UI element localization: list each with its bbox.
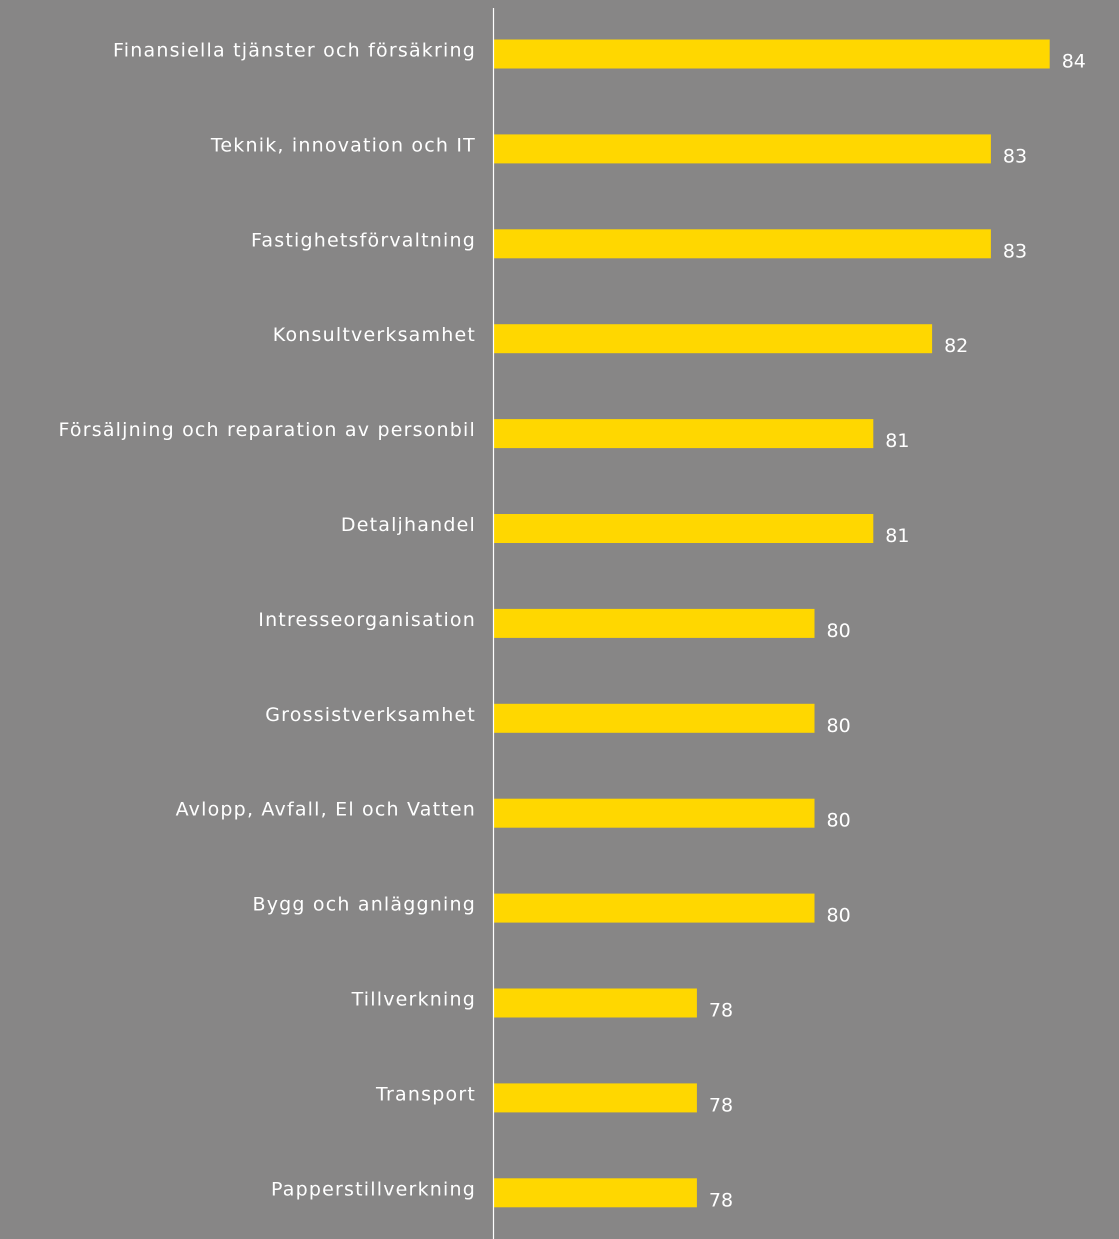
value-label: 80 — [827, 620, 851, 642]
value-label: 78 — [709, 1000, 733, 1022]
bar — [494, 1083, 697, 1113]
bar — [494, 324, 933, 354]
bar — [494, 229, 991, 259]
category-label: Försäljning och reparation av personbil — [58, 419, 476, 441]
bar — [494, 703, 815, 733]
category-label: Avlopp, Avfall, El och Vatten — [176, 799, 476, 821]
category-label: Papperstillverkning — [271, 1178, 476, 1200]
category-label: Detaljhandel — [341, 514, 476, 536]
value-label: 82 — [944, 335, 968, 357]
category-label: Konsultverksamhet — [273, 324, 476, 346]
category-label: Grossistverksamhet — [265, 704, 476, 726]
value-label: 80 — [827, 810, 851, 832]
value-label: 84 — [1062, 51, 1086, 73]
bar — [494, 798, 815, 828]
category-label: Bygg och anläggning — [252, 894, 476, 916]
bar — [494, 419, 874, 449]
bars-group: Finansiella tjänster och försäkring 84 Tek… — [58, 39, 1086, 1211]
value-label: 80 — [827, 715, 851, 737]
bar — [494, 39, 1050, 69]
bar — [494, 1178, 697, 1208]
value-label: 80 — [827, 905, 851, 927]
value-label: 81 — [885, 525, 909, 547]
category-label: Teknik, innovation och IT — [210, 134, 476, 156]
bar — [494, 134, 991, 164]
value-label: 81 — [885, 430, 909, 452]
category-label: Tillverkning — [351, 989, 476, 1011]
category-label: Transport — [375, 1083, 476, 1105]
bar — [494, 988, 697, 1018]
category-label: Intresseorganisation — [258, 609, 476, 631]
value-label: 78 — [709, 1094, 733, 1116]
bar — [494, 514, 874, 543]
bar — [494, 893, 815, 923]
value-label: 83 — [1003, 240, 1027, 262]
category-label: Finansiella tjänster och försäkring — [113, 40, 476, 62]
value-label: 83 — [1003, 145, 1027, 167]
category-label: Fastighetsförvaltning — [251, 229, 476, 251]
value-label: 78 — [709, 1189, 733, 1211]
bar — [494, 608, 815, 638]
